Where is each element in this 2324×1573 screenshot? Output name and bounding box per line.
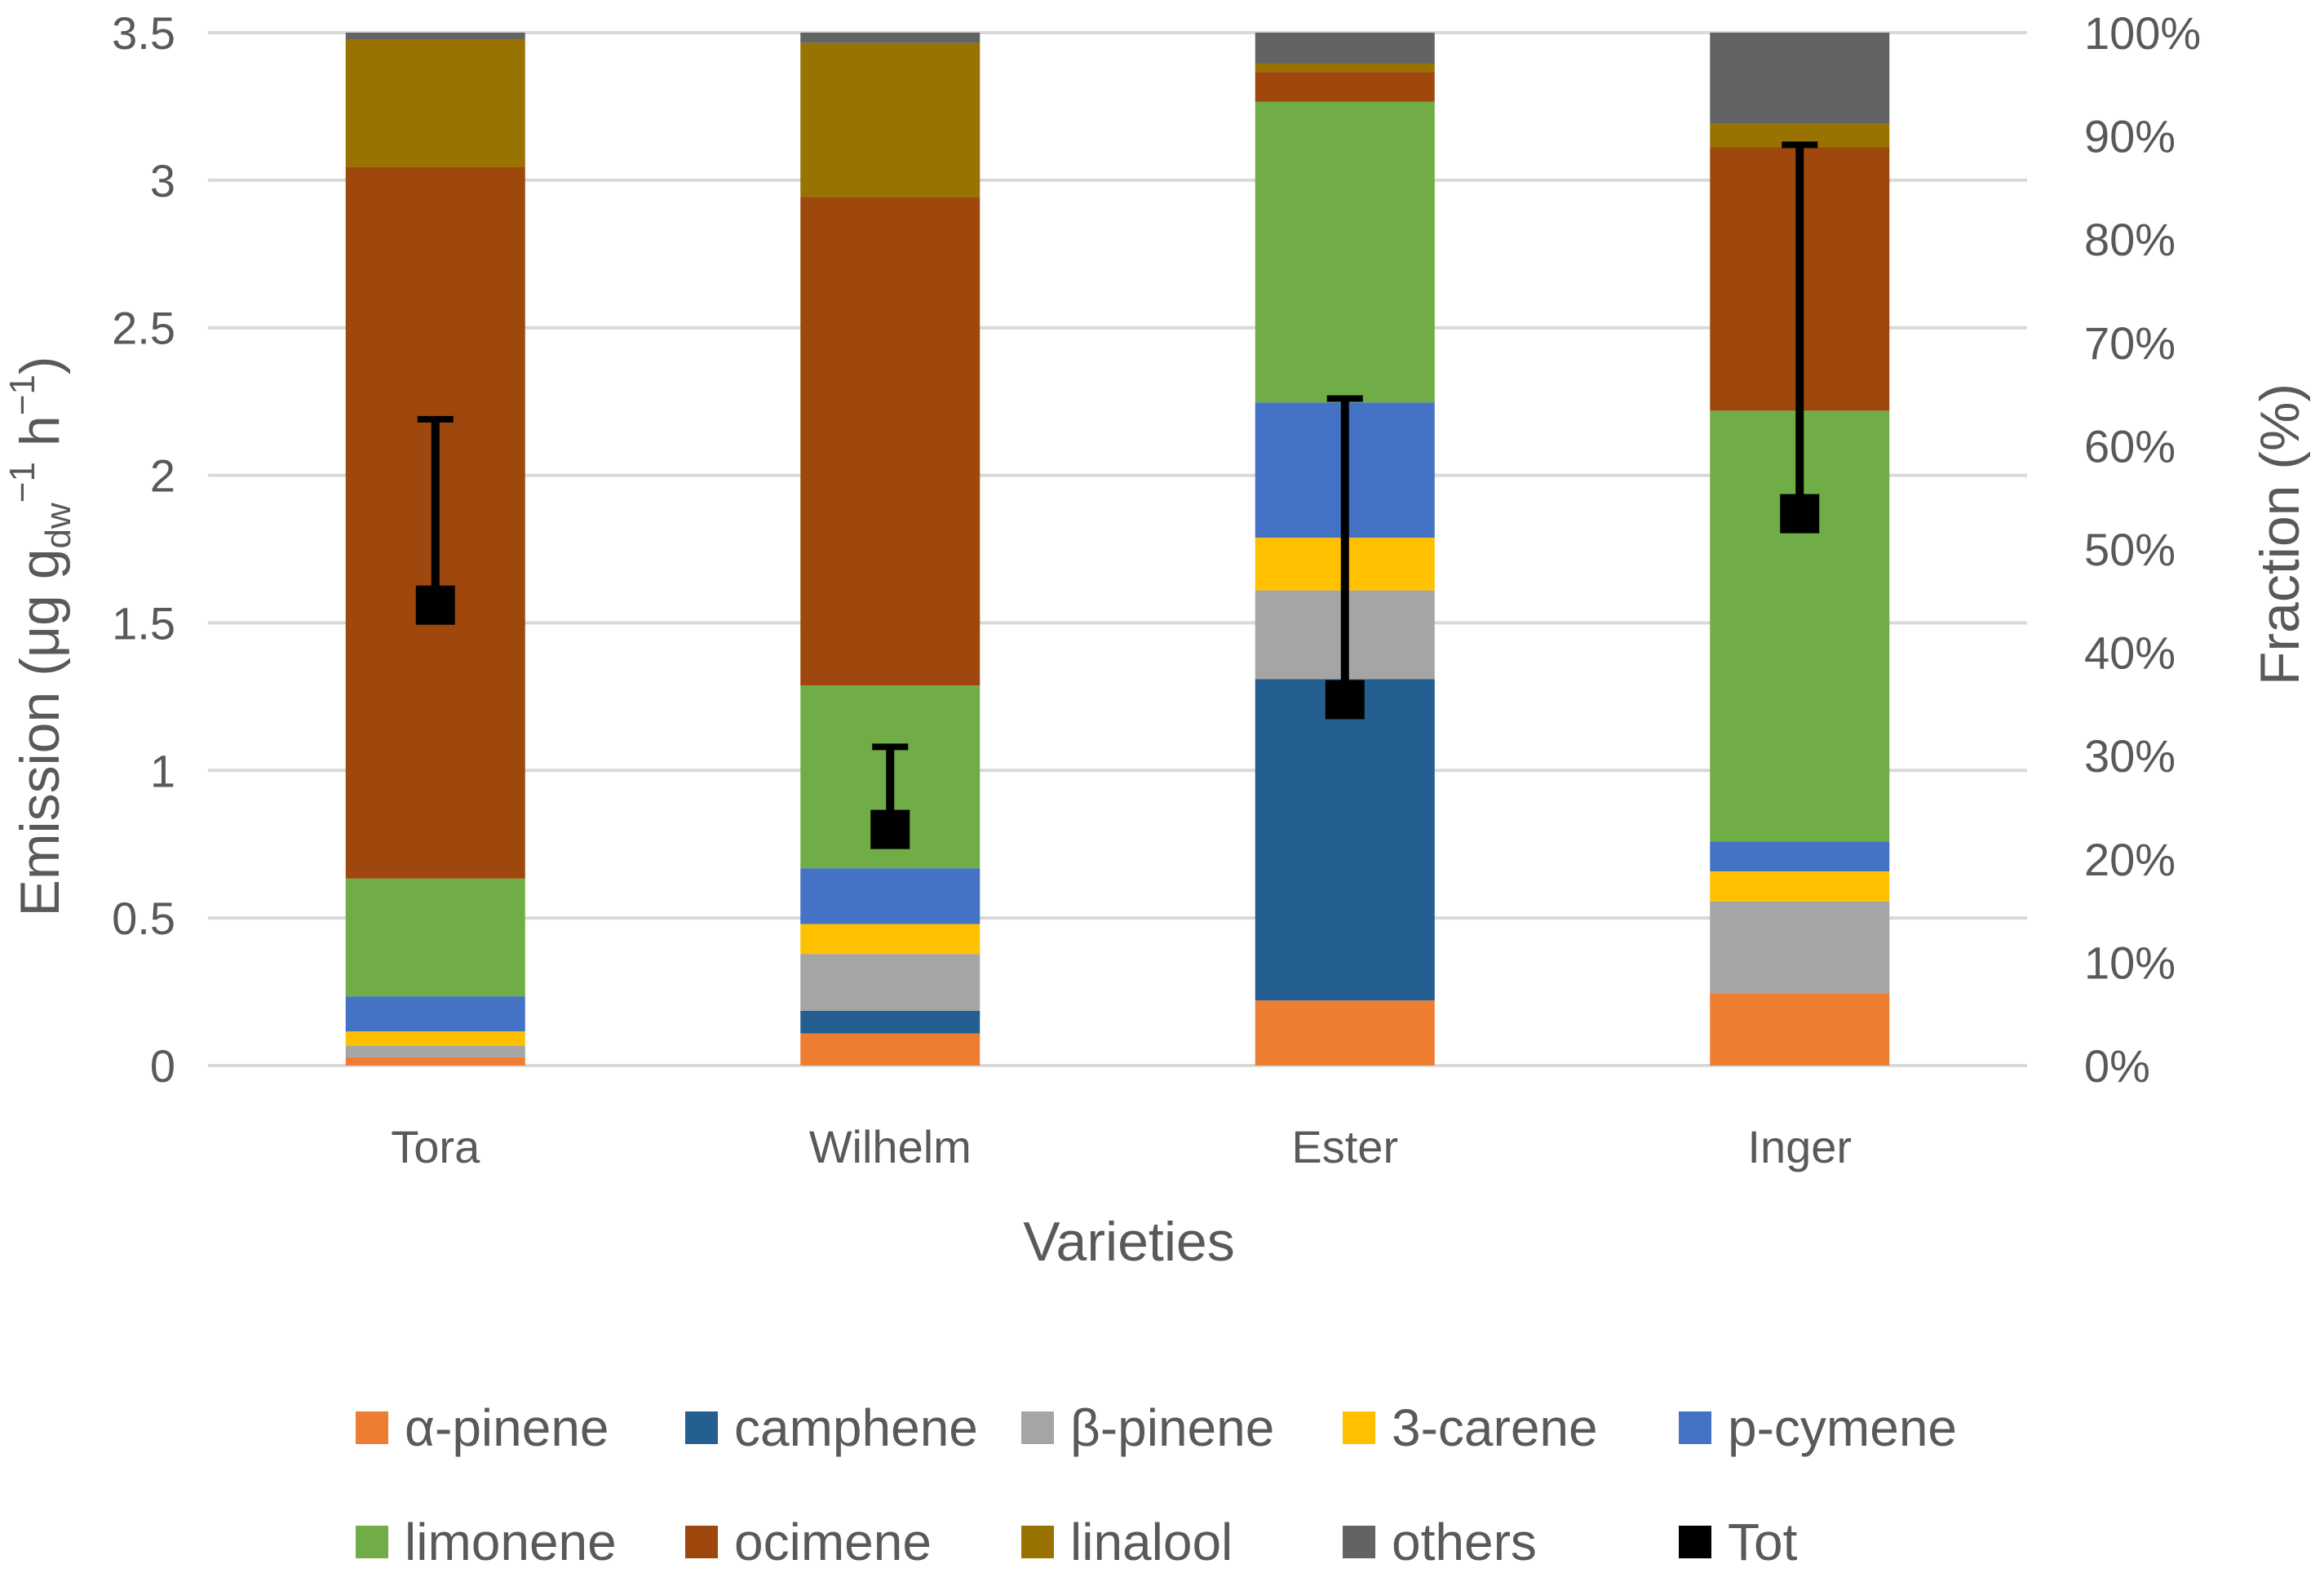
y2-tick-label: 50% xyxy=(2084,524,2176,575)
left-axis-ticks: 0 0.5 1 1.5 2 2.5 3 3.5 xyxy=(112,7,175,1092)
bar-segment-p-cymene xyxy=(800,868,981,924)
total-point-wilhelm xyxy=(870,743,910,849)
legend-label: 3-carene xyxy=(1392,1398,1598,1457)
legend-label: ocimene xyxy=(734,1513,932,1571)
legend-label: α-pinene xyxy=(405,1398,609,1457)
y2-tick-label: 100% xyxy=(2084,7,2201,59)
bar-segment-α-pinene xyxy=(1255,1000,1435,1066)
bar-segment-α-pinene xyxy=(1710,993,1890,1066)
legend-item-Tot: Tot xyxy=(1679,1513,1798,1571)
bar-stacks xyxy=(345,33,1890,1066)
total-marker xyxy=(870,809,910,849)
legend-item-camphene: camphene xyxy=(685,1398,978,1457)
legend-label: limonene xyxy=(405,1513,617,1571)
bar-stack-wilhelm xyxy=(800,33,981,1066)
legend-item-α-pinene: α-pinene xyxy=(356,1398,609,1457)
bar-segment-linalool xyxy=(1255,63,1435,73)
total-marker xyxy=(1325,680,1365,720)
y-tick-label: 2 xyxy=(150,450,175,502)
bar-segment-others xyxy=(345,33,525,40)
category-axis-ticks: Tora Wilhelm Ester Inger xyxy=(391,1121,1852,1172)
bar-segment-p-cymene xyxy=(1710,841,1890,871)
bar-segment-linalool xyxy=(800,42,981,197)
bar-segment-camphene xyxy=(1255,679,1435,1001)
legend-item-limonene: limonene xyxy=(356,1513,617,1571)
legend-label: Tot xyxy=(1728,1513,1798,1571)
x-tick-label: Ester xyxy=(1291,1121,1398,1172)
x-tick-label: Tora xyxy=(391,1121,480,1172)
y2-tick-label: 60% xyxy=(2084,420,2176,472)
bar-segment-p-cymene xyxy=(345,996,525,1032)
y2-tick-label: 0% xyxy=(2084,1040,2150,1092)
y-tick-label: 0 xyxy=(150,1040,175,1092)
y-axis-title: Emission (μg gdw−1 h−1) xyxy=(2,356,78,916)
y2-tick-label: 70% xyxy=(2084,317,2176,369)
y-tick-label: 0.5 xyxy=(112,893,175,944)
bar-segment-3-carene xyxy=(800,924,981,955)
legend-swatch xyxy=(1021,1411,1054,1444)
legend-swatch xyxy=(1343,1526,1375,1558)
legend-label: β-pinene xyxy=(1070,1398,1274,1457)
bar-segment-linalool xyxy=(345,39,525,167)
total-point-inger xyxy=(1780,141,1820,534)
y-tick-label: 3 xyxy=(150,155,175,206)
bar-segment-limonene xyxy=(345,878,525,997)
total-marker xyxy=(415,585,455,625)
bar-segment-β-pinene xyxy=(800,954,981,1011)
legend-item-others: others xyxy=(1343,1513,1537,1571)
y2-tick-label: 10% xyxy=(2084,937,2176,988)
y2-tick-label: 40% xyxy=(2084,627,2176,679)
bar-segment-β-pinene xyxy=(1710,901,1890,994)
y2-tick-label: 30% xyxy=(2084,730,2176,782)
legend-swatch xyxy=(356,1411,388,1444)
legend-swatch xyxy=(1343,1411,1375,1444)
legend-swatch xyxy=(685,1526,718,1558)
bar-segment-others xyxy=(800,33,981,43)
y2-tick-label: 90% xyxy=(2084,111,2176,162)
x-tick-label: Wilhelm xyxy=(809,1121,972,1172)
total-markers xyxy=(415,141,1820,849)
bar-segment-limonene xyxy=(1255,101,1435,403)
bar-segment-camphene xyxy=(800,1010,981,1034)
legend-swatch xyxy=(356,1526,388,1558)
legend-label: p-cymene xyxy=(1728,1398,1957,1457)
bar-segment-ocimene xyxy=(800,197,981,686)
y-tick-label: 2.5 xyxy=(112,303,175,354)
bar-stack-tora xyxy=(345,33,525,1066)
total-point-ester xyxy=(1325,395,1365,720)
legend-item-β-pinene: β-pinene xyxy=(1021,1398,1274,1457)
bar-segment-β-pinene xyxy=(345,1045,525,1057)
x-axis-title: Varieties xyxy=(1023,1211,1235,1273)
legend-label: linalool xyxy=(1070,1513,1233,1571)
bar-segment-others xyxy=(1710,33,1890,124)
legend-label: camphene xyxy=(734,1398,978,1457)
bar-segment-3-carene xyxy=(345,1031,525,1046)
total-marker xyxy=(1780,494,1820,534)
y2-tick-label: 20% xyxy=(2084,834,2176,885)
legend-item-linalool: linalool xyxy=(1021,1513,1233,1571)
bar-segment-α-pinene xyxy=(800,1033,981,1066)
legend-item-p-cymene: p-cymene xyxy=(1679,1398,1957,1457)
y-tick-label: 1.5 xyxy=(112,597,175,649)
bar-segment-others xyxy=(1255,33,1435,64)
total-point-tora xyxy=(415,415,455,625)
y-tick-label: 3.5 xyxy=(112,7,175,59)
bar-segment-α-pinene xyxy=(345,1057,525,1066)
legend-swatch xyxy=(685,1411,718,1444)
legend-swatch xyxy=(1679,1526,1711,1558)
right-axis-ticks: 0% 10% 20% 30% 40% 50% 60% 70% 80% 90% 100% xyxy=(2084,7,2201,1092)
legend-swatch xyxy=(1021,1526,1054,1558)
x-tick-label: Inger xyxy=(1747,1121,1852,1172)
y2-tick-label: 80% xyxy=(2084,214,2176,265)
legend-label: others xyxy=(1392,1513,1537,1571)
y-tick-label: 1 xyxy=(150,745,175,796)
legend-swatch xyxy=(1679,1411,1711,1444)
y2-axis-title: Fraction (%) xyxy=(2249,383,2311,685)
legend: α-pinene camphene β-pinene 3-carene p-cymene… xyxy=(356,1398,1957,1571)
bar-segment-ocimene xyxy=(1255,72,1435,102)
bar-segment-3-carene xyxy=(1710,871,1890,902)
legend-item-ocimene: ocimene xyxy=(685,1513,932,1571)
legend-item-3-carene: 3-carene xyxy=(1343,1398,1598,1457)
